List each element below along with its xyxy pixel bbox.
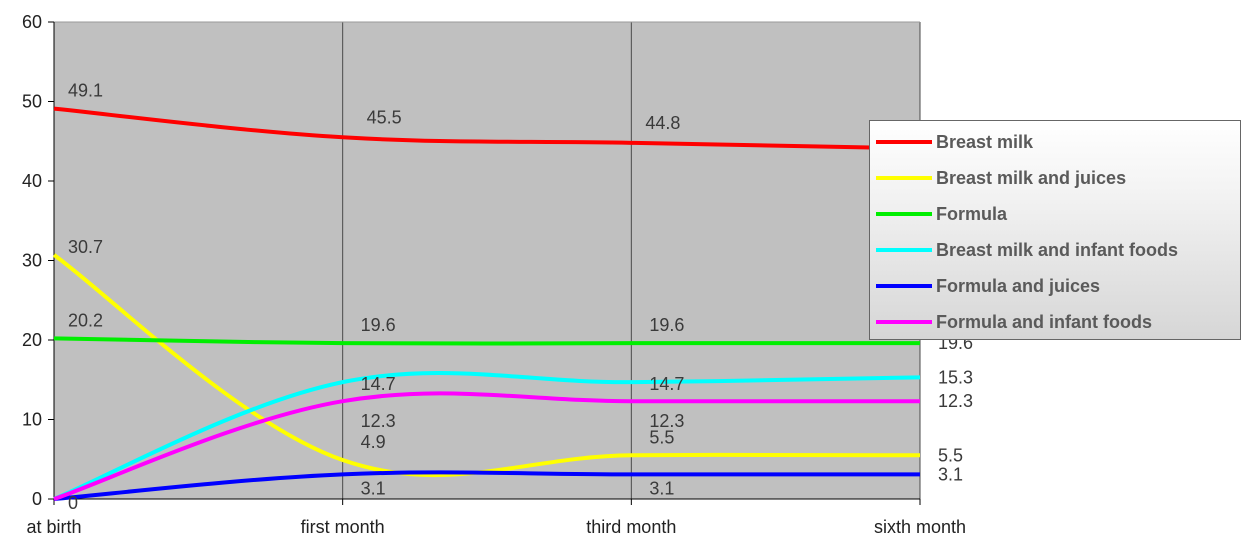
legend-item: Formula and infant foods bbox=[876, 309, 1152, 335]
y-tick-label: 30 bbox=[22, 251, 42, 271]
legend-item: Breast milk and juices bbox=[876, 165, 1126, 191]
data-label: 30.7 bbox=[68, 237, 103, 257]
series-line-3 bbox=[53, 370, 921, 501]
data-label: 44.8 bbox=[645, 113, 680, 133]
legend-item: Formula bbox=[876, 201, 1007, 227]
legend-label: Formula and juices bbox=[936, 275, 1101, 296]
legend-label: Breast milk and juices bbox=[936, 167, 1127, 188]
legend-label: Breast milk bbox=[936, 131, 1034, 152]
data-label: 45.5 bbox=[367, 107, 402, 127]
y-tick-label: 0 bbox=[32, 489, 42, 509]
data-label: 5.5 bbox=[649, 427, 674, 447]
legend-label: Formula and infant foods bbox=[936, 311, 1152, 332]
legend-swatch bbox=[876, 176, 932, 180]
data-label: 12.3 bbox=[649, 411, 684, 431]
x-tick-label: at birth bbox=[26, 517, 81, 537]
legend-swatch bbox=[876, 212, 932, 216]
legend: Breast milk Breast milk and juices Formula… bbox=[869, 120, 1241, 340]
y-tick-label: 40 bbox=[22, 171, 42, 191]
legend-item: Breast milk and infant foods bbox=[876, 237, 1178, 263]
data-label: 5.5 bbox=[938, 445, 963, 465]
series-lines bbox=[52, 106, 921, 501]
legend-swatch bbox=[876, 320, 932, 324]
axes: 0 10 20 30 40 50 60 at birth first month third mo… bbox=[22, 12, 966, 537]
x-tick-label: first month bbox=[301, 517, 385, 537]
legend-item: Breast milk bbox=[876, 129, 1033, 155]
series-line-0 bbox=[53, 106, 921, 151]
legend-item: Formula and juices bbox=[876, 273, 1100, 299]
data-label: 4.9 bbox=[361, 432, 386, 452]
data-label: 15.3 bbox=[938, 367, 973, 387]
legend-label: Breast milk and infant foods bbox=[936, 239, 1179, 260]
data-label: 19.6 bbox=[361, 315, 396, 335]
series-line-4 bbox=[53, 470, 920, 501]
data-label: 20.2 bbox=[68, 310, 103, 330]
data-label: 3.1 bbox=[361, 478, 386, 498]
y-tick-label: 20 bbox=[22, 330, 42, 350]
data-label: 12.3 bbox=[361, 411, 396, 431]
data-label: 3.1 bbox=[649, 478, 674, 498]
legend-swatch bbox=[876, 140, 932, 144]
x-tick-label: third month bbox=[586, 517, 676, 537]
plot-area bbox=[54, 22, 920, 499]
y-tick-label: 10 bbox=[22, 410, 42, 430]
y-tick-label: 60 bbox=[22, 12, 42, 32]
data-label: 49.1 bbox=[68, 81, 103, 101]
x-tick-label: sixth month bbox=[874, 517, 966, 537]
y-tick-label: 50 bbox=[22, 92, 42, 112]
legend-swatch bbox=[876, 248, 932, 252]
series-line-2 bbox=[53, 336, 920, 346]
data-label: 12.3 bbox=[938, 391, 973, 411]
data-label: 14.7 bbox=[361, 374, 396, 394]
legend-swatch bbox=[876, 284, 932, 288]
data-label: 0 bbox=[68, 493, 78, 513]
data-label: 3.1 bbox=[938, 464, 963, 484]
legend-label: Formula bbox=[936, 203, 1008, 224]
data-label: 14.7 bbox=[649, 374, 684, 394]
series-line-5 bbox=[53, 391, 920, 501]
data-label: 19.6 bbox=[649, 315, 684, 335]
